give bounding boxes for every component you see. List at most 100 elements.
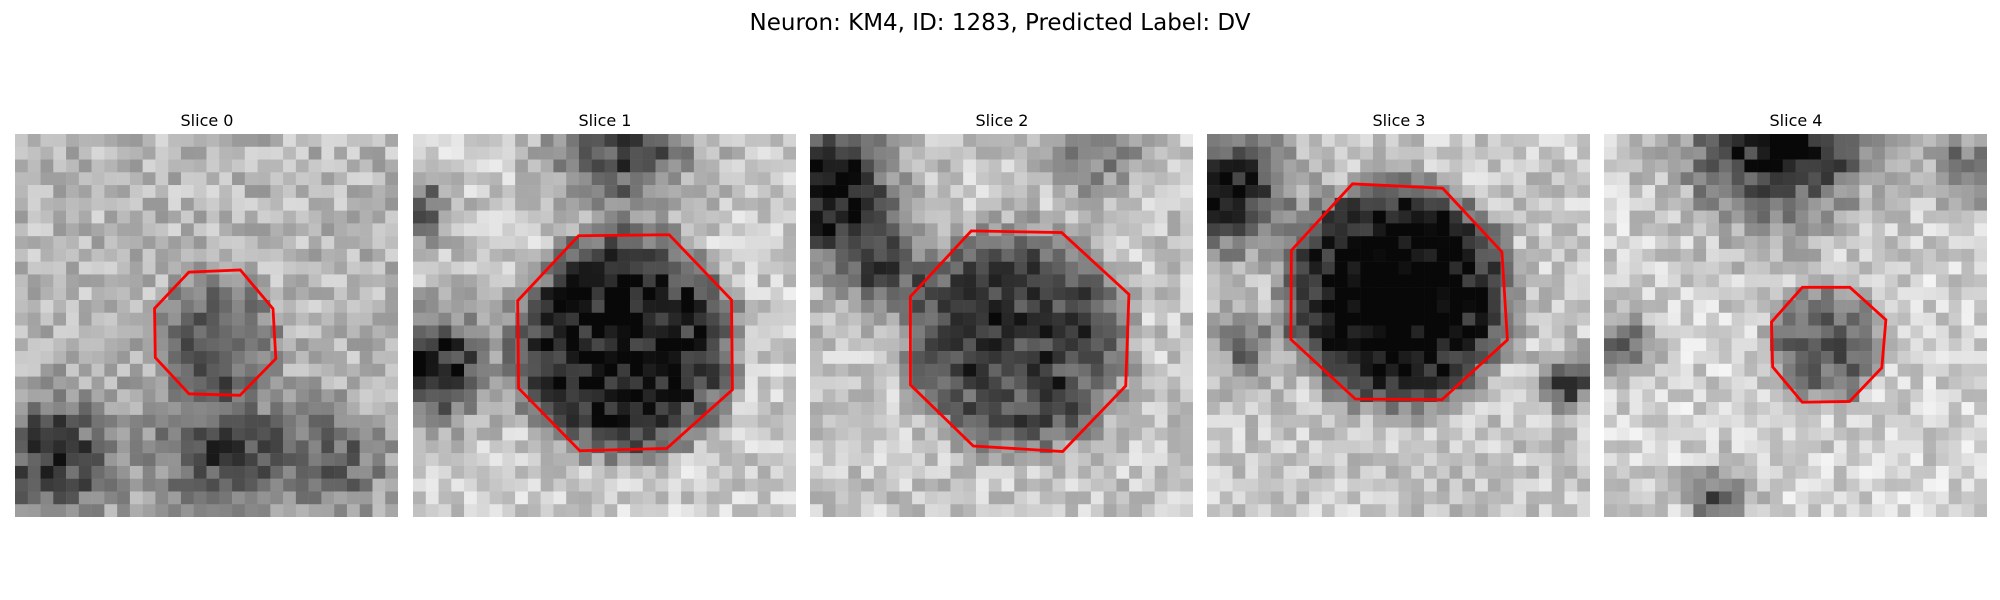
pixel xyxy=(1948,402,1962,416)
pixel xyxy=(219,351,233,365)
pixel xyxy=(515,287,529,301)
pixel xyxy=(1449,185,1463,199)
pixel xyxy=(66,376,80,390)
pixel xyxy=(950,274,964,288)
pixel xyxy=(257,248,271,262)
pixel xyxy=(591,504,605,517)
pixel xyxy=(1424,299,1438,313)
pixel xyxy=(1334,185,1348,199)
pixel xyxy=(1604,478,1618,492)
pixel xyxy=(1103,440,1117,454)
pixel xyxy=(912,491,926,505)
pixel xyxy=(295,453,309,467)
pixel xyxy=(1642,453,1656,467)
pixel xyxy=(1180,440,1193,454)
pixel xyxy=(142,478,156,492)
pixel xyxy=(1232,287,1246,301)
pixel xyxy=(1219,159,1233,173)
pixel xyxy=(1821,338,1835,352)
pixel xyxy=(1821,159,1835,173)
pixel xyxy=(770,172,784,186)
pixel xyxy=(1270,478,1284,492)
pixel xyxy=(1935,402,1949,416)
pixel xyxy=(1436,299,1450,313)
pixel xyxy=(848,172,862,186)
pixel xyxy=(346,491,360,505)
pixel xyxy=(1283,351,1297,365)
pixel xyxy=(1207,351,1221,365)
pixel xyxy=(527,351,541,365)
pixel xyxy=(1846,363,1860,377)
pixel xyxy=(372,172,386,186)
pixel xyxy=(886,261,900,275)
pixel xyxy=(1129,274,1143,288)
pixel xyxy=(180,376,194,390)
pixel xyxy=(1961,478,1975,492)
pixel xyxy=(1270,223,1284,237)
pixel xyxy=(66,363,80,377)
pixel xyxy=(155,325,169,339)
pixel xyxy=(1577,351,1590,365)
pixel xyxy=(168,440,182,454)
pixel xyxy=(193,491,207,505)
pixel xyxy=(283,185,297,199)
pixel xyxy=(1526,427,1540,441)
pixel xyxy=(1449,223,1463,237)
pixel xyxy=(142,274,156,288)
pixel xyxy=(1167,465,1181,479)
pixel xyxy=(451,274,465,288)
pixel xyxy=(489,465,503,479)
pixel xyxy=(642,363,656,377)
pixel xyxy=(1961,363,1975,377)
pixel xyxy=(1027,389,1041,403)
pixel xyxy=(835,274,849,288)
pixel xyxy=(1680,491,1694,505)
pixel xyxy=(142,185,156,199)
pixel xyxy=(1245,134,1259,148)
pixel xyxy=(1052,236,1066,250)
pixel xyxy=(1808,504,1822,517)
pixel xyxy=(1577,504,1590,517)
pixel xyxy=(372,223,386,237)
pixel xyxy=(283,248,297,262)
pixel xyxy=(53,210,67,224)
pixel xyxy=(1027,223,1041,237)
pixel xyxy=(578,402,592,416)
pixel xyxy=(1360,376,1374,390)
pixel xyxy=(1974,325,1987,339)
pixel xyxy=(180,351,194,365)
pixel xyxy=(515,146,529,160)
pixel xyxy=(732,478,746,492)
pixel xyxy=(566,172,580,186)
pixel xyxy=(1551,172,1565,186)
pixel xyxy=(413,287,427,301)
pixel xyxy=(1207,402,1221,416)
pixel xyxy=(1334,159,1348,173)
pixel xyxy=(566,185,580,199)
pixel xyxy=(1167,236,1181,250)
pixel xyxy=(425,478,439,492)
pixel xyxy=(681,274,695,288)
pixel xyxy=(372,197,386,211)
pixel xyxy=(1014,440,1028,454)
pixel xyxy=(540,389,554,403)
pixel xyxy=(1245,478,1259,492)
pixel xyxy=(783,287,796,301)
pixel xyxy=(668,491,682,505)
pixel xyxy=(873,465,887,479)
pixel xyxy=(27,159,41,173)
pixel xyxy=(502,261,516,275)
pixel xyxy=(425,134,439,148)
pixel xyxy=(1538,223,1552,237)
pixel xyxy=(283,351,297,365)
pixel xyxy=(193,351,207,365)
pixel xyxy=(1270,402,1284,416)
pixel xyxy=(1232,185,1246,199)
pixel xyxy=(1487,159,1501,173)
pixel xyxy=(1065,504,1079,517)
pixel xyxy=(1207,223,1221,237)
pixel xyxy=(283,274,297,288)
pixel xyxy=(180,312,194,326)
pixel xyxy=(1052,338,1066,352)
pixel xyxy=(783,402,796,416)
